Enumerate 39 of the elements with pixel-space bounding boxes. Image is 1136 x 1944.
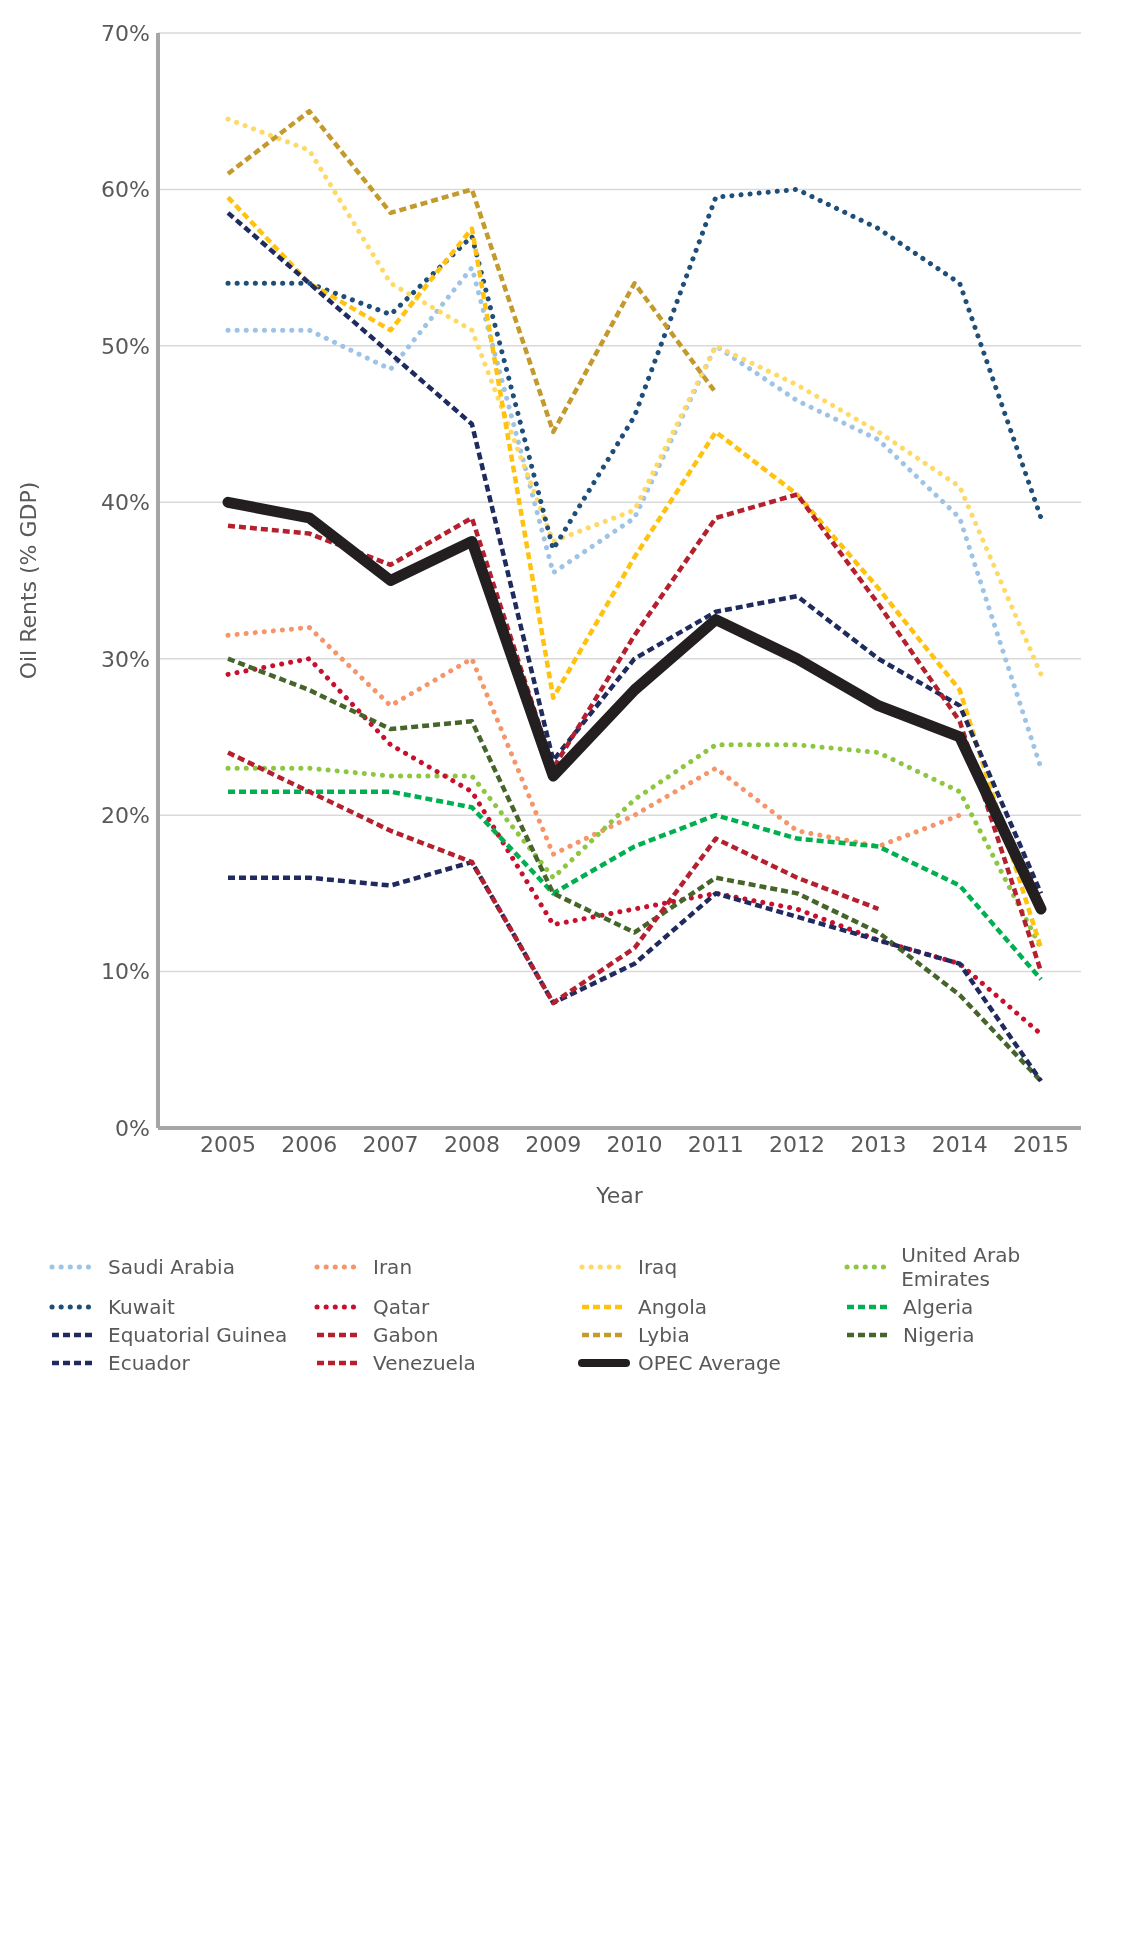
legend-label: Ecuador xyxy=(108,1351,190,1375)
legend-label: Iraq xyxy=(638,1255,678,1279)
y-tick-label: 10% xyxy=(101,959,150,985)
legend-label: Kuwait xyxy=(108,1295,175,1319)
legend-label: OPEC Average xyxy=(638,1351,781,1375)
legend-label: Angola xyxy=(638,1295,708,1319)
x-axis-title: Year xyxy=(595,1183,644,1208)
legend-label: Algeria xyxy=(903,1295,974,1319)
legend-label: Gabon xyxy=(373,1323,439,1347)
y-tick-label: 20% xyxy=(101,802,150,828)
x-tick-label: 2015 xyxy=(1013,1131,1069,1157)
y-tick-label: 70% xyxy=(101,20,150,46)
x-tick-label: 2005 xyxy=(200,1131,256,1157)
x-tick-label: 2013 xyxy=(850,1131,907,1157)
y-tick-label: 0% xyxy=(115,1115,150,1141)
legend-label: Nigeria xyxy=(903,1323,975,1347)
legend-label: Venezuela xyxy=(373,1351,476,1375)
y-tick-label: 40% xyxy=(101,490,150,516)
legend-label: Saudi Arabia xyxy=(108,1255,235,1279)
x-tick-label: 2012 xyxy=(769,1131,826,1157)
y-tick-label: 60% xyxy=(101,177,150,203)
x-tick-label: 2007 xyxy=(362,1131,419,1157)
line-series xyxy=(225,789,1044,982)
x-tick-label: 2006 xyxy=(281,1131,338,1157)
x-tick-label: 2011 xyxy=(687,1131,744,1157)
y-axis-title: Oil Rents (% GDP) xyxy=(15,481,41,680)
x-tick-label: 2014 xyxy=(931,1131,988,1157)
x-tick-label: 2009 xyxy=(525,1131,582,1157)
legend-label: Lybia xyxy=(638,1323,690,1347)
line-series xyxy=(225,750,881,1006)
legend-label: Qatar xyxy=(373,1295,430,1319)
line-series xyxy=(225,859,1044,1084)
y-tick-label: 30% xyxy=(101,646,150,672)
legend-label: Equatorial Guinea xyxy=(108,1323,288,1347)
legend-label: Iran xyxy=(373,1255,413,1279)
y-tick-label: 50% xyxy=(101,333,150,359)
x-tick-label: 2008 xyxy=(443,1131,500,1157)
x-tick-label: 2010 xyxy=(606,1131,663,1157)
legend-label: United Arab Emirates xyxy=(901,1243,1022,1291)
